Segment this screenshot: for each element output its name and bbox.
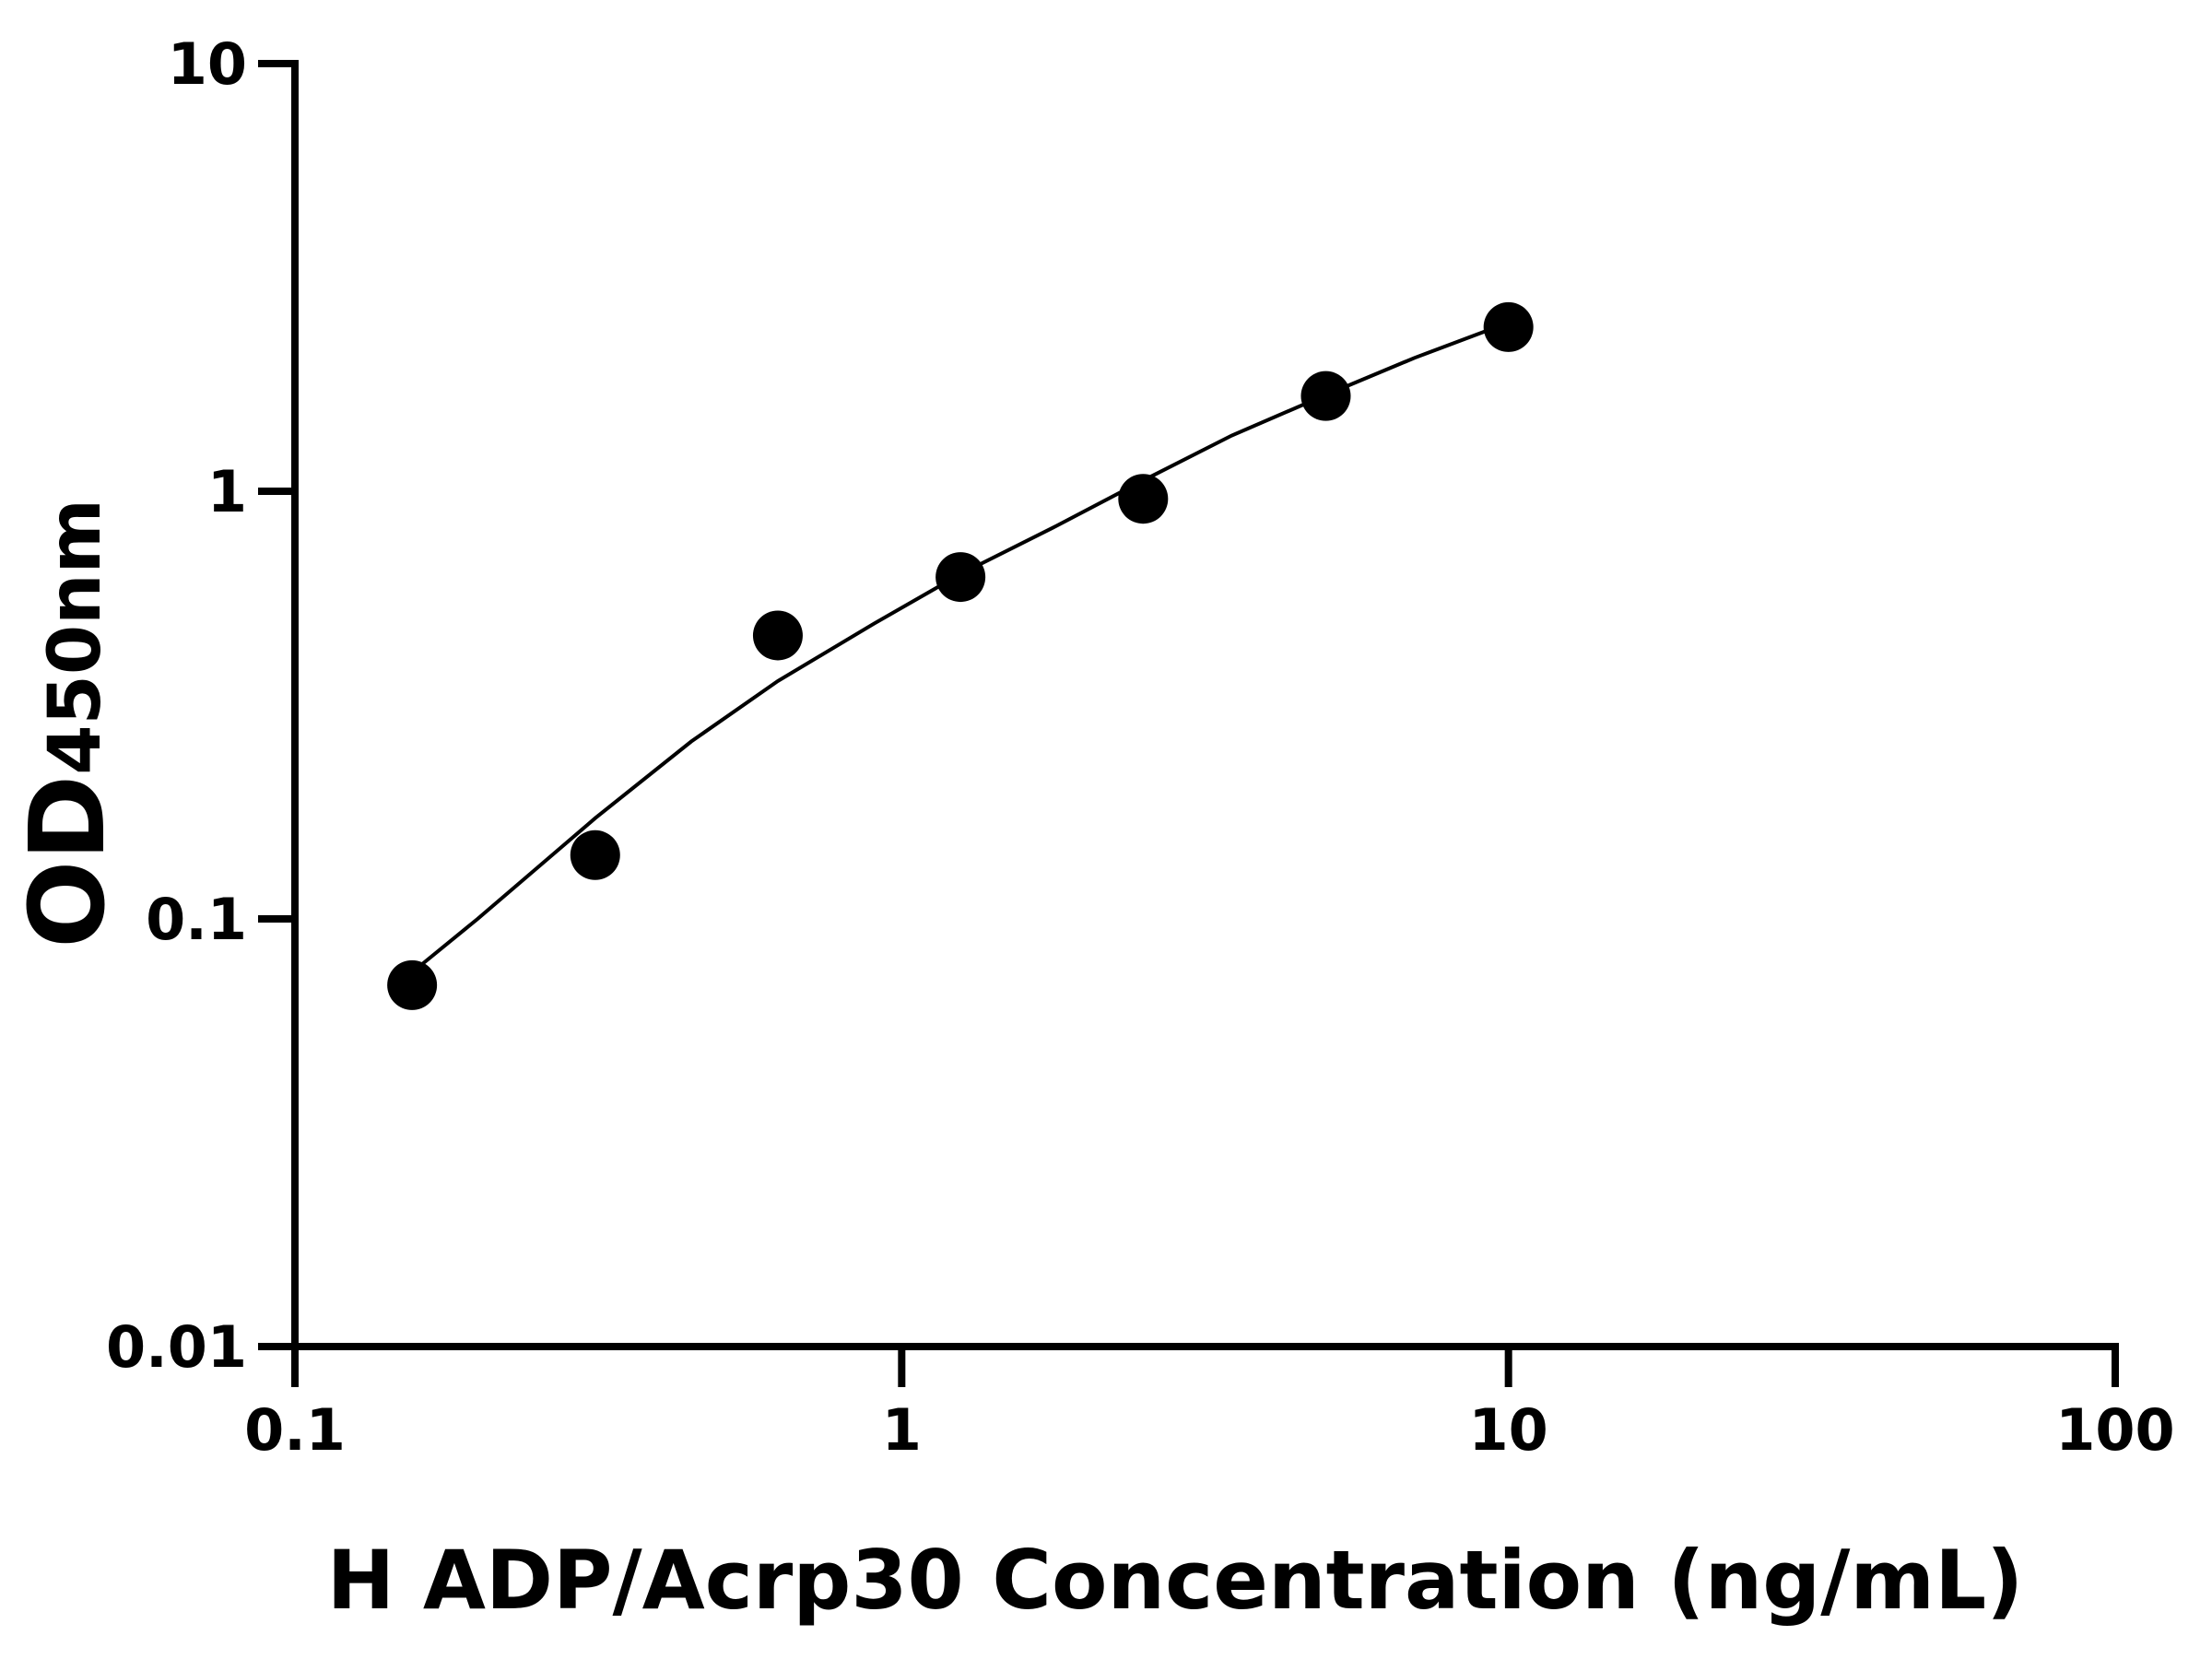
x-tick-label: 10: [1469, 1396, 1548, 1464]
y-tick-label: 10: [168, 30, 247, 98]
y-tick-label: 0.01: [106, 1313, 247, 1381]
x-axis-label: H ADP/Acrp30 Concentration (ng/mL): [327, 1533, 2024, 1628]
data-point: [1118, 474, 1169, 524]
data-point: [387, 959, 438, 1010]
data-point: [752, 610, 803, 661]
x-tick-label: 100: [2055, 1396, 2174, 1464]
data-point: [1300, 371, 1351, 421]
x-tick-label: 0.1: [244, 1396, 346, 1464]
x-tick-label: 1: [882, 1396, 922, 1464]
y-axis-label-main: OD: [8, 775, 128, 948]
y-axis-label: OD450nm: [8, 499, 128, 948]
y-tick-label: 0.1: [146, 886, 247, 953]
y-axis-label-sub: 450nm: [34, 499, 117, 775]
data-point: [570, 830, 620, 880]
y-tick-label: 1: [207, 458, 247, 525]
fit-curve: [410, 321, 1510, 974]
data-point: [935, 552, 986, 603]
data-point: [1483, 301, 1534, 352]
